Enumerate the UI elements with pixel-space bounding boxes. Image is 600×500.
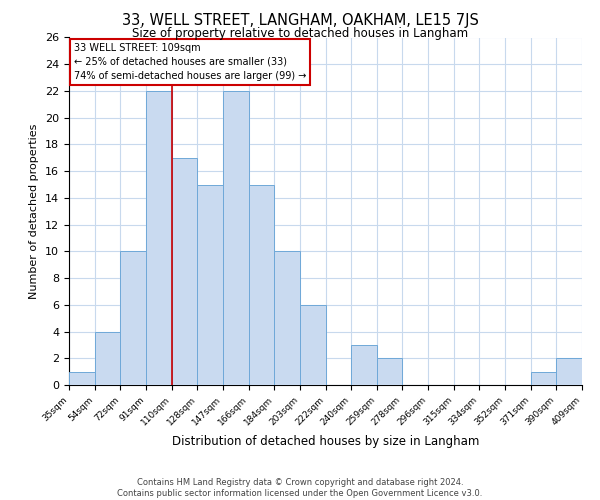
Bar bbox=[274, 252, 300, 385]
Text: Contains HM Land Registry data © Crown copyright and database right 2024.
Contai: Contains HM Land Registry data © Crown c… bbox=[118, 478, 482, 498]
Bar bbox=[248, 184, 274, 385]
X-axis label: Distribution of detached houses by size in Langham: Distribution of detached houses by size … bbox=[172, 435, 479, 448]
Bar bbox=[197, 184, 223, 385]
Bar bbox=[146, 91, 172, 385]
Bar bbox=[69, 372, 95, 385]
Bar bbox=[172, 158, 197, 385]
Y-axis label: Number of detached properties: Number of detached properties bbox=[29, 124, 40, 299]
Bar bbox=[95, 332, 121, 385]
Bar bbox=[531, 372, 556, 385]
Bar bbox=[121, 252, 146, 385]
Bar bbox=[223, 91, 248, 385]
Bar bbox=[377, 358, 403, 385]
Bar bbox=[556, 358, 582, 385]
Bar bbox=[300, 305, 325, 385]
Text: 33 WELL STREET: 109sqm
← 25% of detached houses are smaller (33)
74% of semi-det: 33 WELL STREET: 109sqm ← 25% of detached… bbox=[74, 42, 307, 80]
Bar bbox=[351, 345, 377, 385]
Text: Size of property relative to detached houses in Langham: Size of property relative to detached ho… bbox=[132, 28, 468, 40]
Text: 33, WELL STREET, LANGHAM, OAKHAM, LE15 7JS: 33, WELL STREET, LANGHAM, OAKHAM, LE15 7… bbox=[122, 12, 478, 28]
